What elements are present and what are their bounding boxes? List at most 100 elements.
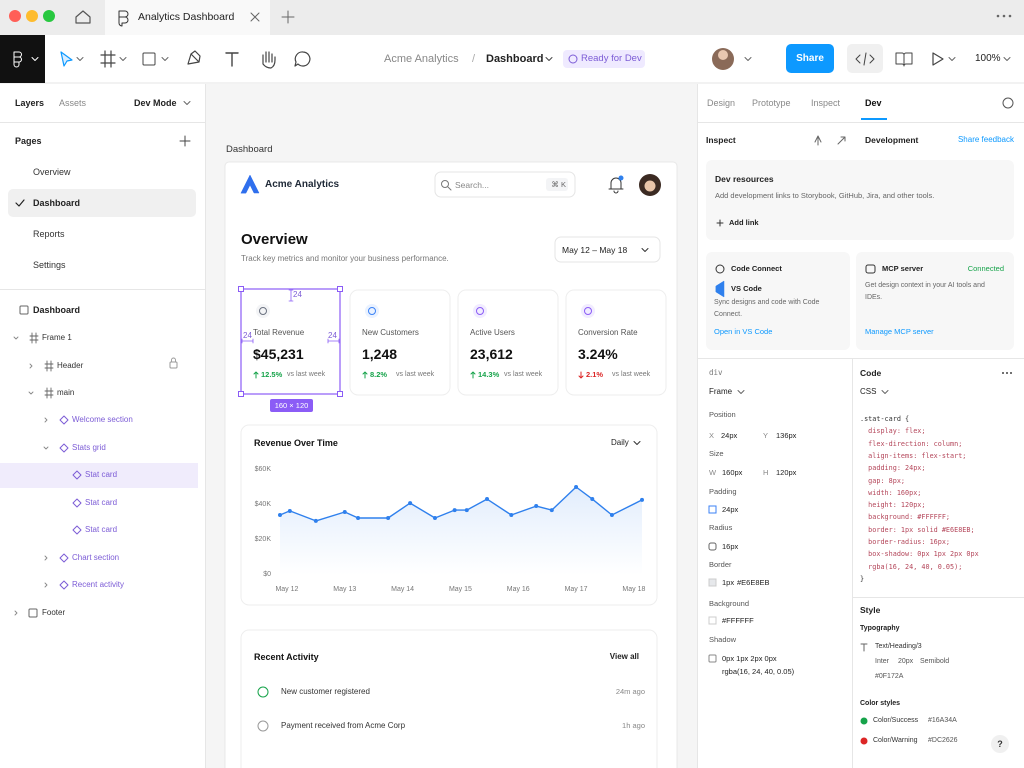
spacing-guide: [327, 338, 340, 344]
manage-mcp-link[interactable]: Manage MCP server: [865, 327, 934, 336]
stat-icon: [368, 307, 376, 315]
browser-tab[interactable]: [105, 0, 270, 35]
notification-icon[interactable]: [608, 177, 624, 194]
avatar-face: [718, 50, 728, 60]
tab-close-icon[interactable]: [250, 12, 260, 22]
card-text: Add development links to Storybook, GitH…: [715, 191, 935, 200]
chevron-icon: [183, 101, 191, 105]
code-line: }: [860, 574, 865, 583]
tab-title: Analytics Dashboard: [138, 11, 235, 23]
inspector-tab[interactable]: Inspect: [811, 98, 841, 108]
data-point: [342, 510, 347, 514]
open-vscode-link[interactable]: Open in VS Code: [714, 327, 773, 336]
feedback-link[interactable]: Share feedback: [957, 135, 1014, 144]
stat-icon-bg: [581, 304, 595, 318]
inspector-tab[interactable]: Design: [707, 98, 736, 108]
stat-icon-bg: [256, 304, 270, 318]
maximize-button[interactable]: [43, 10, 55, 22]
prop-value: 24px: [722, 505, 739, 514]
add-page-icon[interactable]: [179, 135, 191, 147]
inspector-tab[interactable]: Prototype: [752, 98, 791, 108]
lock-icon: [169, 361, 178, 369]
shortcut-badge: [546, 178, 568, 191]
chevron-icon: [161, 57, 169, 61]
hand-tool[interactable]: [262, 51, 276, 69]
comment-tool[interactable]: [294, 51, 311, 67]
layer-item[interactable]: Recent activity: [72, 580, 125, 589]
expand-caret: [13, 336, 19, 340]
minimize-button[interactable]: [26, 10, 38, 22]
page-item[interactable]: Dashboard: [33, 198, 81, 208]
data-point: [640, 497, 644, 502]
x-tick-label: May 16: [506, 586, 530, 593]
chevron-icon: [641, 248, 649, 252]
layer-item[interactable]: Stats grid: [72, 443, 106, 452]
close-button[interactable]: [9, 10, 21, 22]
prop-value: 24px: [721, 431, 738, 440]
inspector-tab[interactable]: Dev: [865, 98, 882, 108]
component-icon: [59, 415, 69, 425]
library-icon[interactable]: [895, 52, 913, 67]
stat-label: New Customers: [362, 328, 419, 337]
stat-note: vs last week: [396, 371, 435, 378]
activity-time: 1h ago: [622, 721, 645, 730]
assets-tab[interactable]: Assets: [59, 98, 87, 108]
mcp-status: Connected: [967, 264, 1004, 273]
layer-item[interactable]: Footer: [42, 608, 66, 617]
shape-tool[interactable]: [142, 52, 156, 66]
x-tick-label: May 12: [275, 586, 299, 593]
data-point: [464, 508, 469, 513]
zoom-level[interactable]: 100%: [975, 53, 1001, 64]
page-item[interactable]: Overview: [33, 167, 71, 177]
spacing-label: 24: [328, 331, 337, 340]
page-item[interactable]: Settings: [33, 260, 66, 270]
layers-tab[interactable]: Layers: [15, 98, 45, 108]
move-tool[interactable]: [60, 51, 73, 67]
share-label[interactable]: Share: [796, 53, 824, 64]
layer-item[interactable]: Stat card: [85, 470, 118, 479]
data-point: [574, 484, 579, 489]
layer-item[interactable]: Stat card: [85, 525, 118, 534]
page-title: Overview: [241, 231, 308, 248]
x-tick-label: May 17: [564, 586, 588, 593]
inspect-icon[interactable]: [814, 135, 822, 146]
data-point: [534, 504, 539, 509]
data-point: [509, 512, 514, 517]
main-menu-button[interactable]: [0, 35, 45, 83]
search-box[interactable]: [434, 171, 576, 198]
open-icon[interactable]: [837, 136, 846, 145]
layer-item[interactable]: Stat card: [85, 498, 118, 507]
new-tab-icon[interactable]: [281, 10, 295, 24]
section-icon: [28, 608, 38, 618]
frame-tool[interactable]: [100, 50, 116, 68]
border-swatch: [708, 578, 717, 587]
help-label[interactable]: ?: [997, 739, 1003, 749]
expand-caret: [28, 391, 34, 395]
file-name[interactable]: Dashboard: [486, 53, 544, 65]
add-link-button[interactable]: Add link: [729, 218, 759, 227]
layer-item[interactable]: Chart section: [72, 553, 120, 562]
pen-tool[interactable]: [187, 50, 201, 65]
data-point: [287, 508, 292, 513]
layer-item[interactable]: main: [57, 388, 75, 397]
layer-item[interactable]: Dashboard: [33, 305, 81, 315]
stat-icon: [584, 307, 592, 315]
view-all-link[interactable]: View all: [609, 652, 639, 661]
layer-item[interactable]: Header: [57, 361, 84, 370]
page-item[interactable]: Reports: [33, 229, 65, 239]
help-button[interactable]: [991, 735, 1009, 753]
stat-change: 12.5%: [261, 370, 283, 379]
text-tool[interactable]: [225, 52, 239, 67]
layer-item[interactable]: Frame 1: [42, 333, 72, 342]
home-icon[interactable]: [75, 10, 91, 24]
mode-switch[interactable]: Dev Mode: [134, 98, 177, 108]
chevron-icon: [948, 57, 956, 61]
search-icon: [441, 180, 449, 188]
language-select[interactable]: CSS: [860, 387, 877, 396]
date-range-picker[interactable]: [554, 236, 661, 263]
present-icon[interactable]: [932, 52, 944, 66]
layer-item[interactable]: Welcome section: [72, 415, 133, 424]
share-button[interactable]: [786, 44, 834, 73]
interval-select[interactable]: Daily: [611, 438, 629, 447]
stat-label: Active Users: [470, 328, 515, 337]
